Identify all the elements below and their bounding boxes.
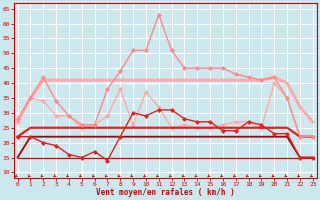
X-axis label: Vent moyen/en rafales ( km/h ): Vent moyen/en rafales ( km/h ) <box>96 188 235 197</box>
